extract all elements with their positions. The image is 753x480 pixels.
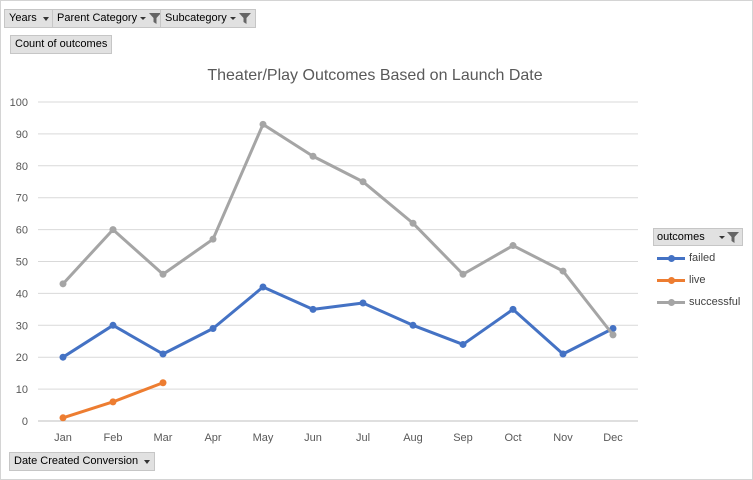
- data-point[interactable]: [509, 242, 517, 250]
- x-tick-label: Dec: [603, 432, 623, 444]
- legend-item-failed[interactable]: failed: [653, 247, 743, 269]
- data-point[interactable]: [559, 350, 567, 358]
- data-point[interactable]: [159, 350, 167, 358]
- data-point[interactable]: [559, 267, 567, 275]
- data-point[interactable]: [459, 340, 467, 348]
- data-point[interactable]: [359, 299, 367, 307]
- value-field-button[interactable]: Count of outcomes: [10, 35, 113, 54]
- data-point[interactable]: [109, 226, 117, 234]
- legend-label: successful: [689, 296, 741, 308]
- x-tick-label: May: [253, 432, 274, 444]
- data-point[interactable]: [109, 321, 117, 329]
- y-axis-ticks: 0 10 20 30 40 50 60 70 80 90 100: [10, 97, 28, 428]
- parent-category-filter-label: Parent Category: [57, 12, 138, 24]
- data-point[interactable]: [609, 331, 617, 339]
- dropdown-caret-icon: [229, 17, 236, 20]
- data-point[interactable]: [359, 178, 367, 186]
- legend-label: failed: [689, 252, 716, 264]
- data-point[interactable]: [209, 324, 217, 332]
- y-tick-label: 0: [22, 416, 28, 428]
- legend-items: failed live successful: [653, 247, 743, 313]
- data-point[interactable]: [109, 398, 117, 406]
- legend-swatch: [657, 253, 685, 263]
- dropdown-caret-icon: [140, 17, 147, 20]
- dropdown-caret-icon: [719, 235, 725, 239]
- y-tick-label: 100: [10, 97, 28, 109]
- y-tick-label: 40: [16, 288, 28, 300]
- axis-field-button[interactable]: Date Created Conversion: [9, 452, 156, 471]
- y-tick-label: 10: [16, 384, 28, 396]
- data-point[interactable]: [59, 280, 67, 288]
- data-point[interactable]: [409, 321, 417, 329]
- filter-funnel-icon: [149, 13, 162, 24]
- gridlines: [38, 101, 638, 422]
- series-line-failed: [61, 285, 615, 359]
- x-tick-label: Jun: [304, 432, 322, 444]
- data-point[interactable]: [259, 283, 267, 291]
- x-tick-label: Aug: [403, 432, 423, 444]
- legend-title: outcomes: [657, 231, 705, 243]
- y-tick-label: 30: [16, 320, 28, 332]
- subcategory-filter-button[interactable]: Subcategory: [160, 9, 256, 28]
- data-point[interactable]: [259, 120, 267, 128]
- data-point[interactable]: [309, 305, 317, 313]
- subcategory-filter-label: Subcategory: [165, 12, 227, 24]
- filter-funnel-icon: [238, 13, 251, 24]
- axis-field-label: Date Created Conversion: [14, 455, 139, 467]
- data-point[interactable]: [159, 379, 167, 387]
- data-point[interactable]: [59, 353, 67, 361]
- data-point[interactable]: [209, 235, 217, 243]
- parent-category-filter-button[interactable]: Parent Category: [52, 9, 167, 28]
- legend-filter-button[interactable]: outcomes: [653, 228, 743, 246]
- legend-swatch: [657, 275, 685, 285]
- data-point[interactable]: [159, 270, 167, 278]
- series-live: [59, 379, 167, 422]
- dropdown-caret-icon: [42, 16, 49, 21]
- x-tick-label: Jul: [356, 432, 370, 444]
- y-tick-label: 80: [16, 161, 28, 173]
- value-field-label: Count of outcomes: [15, 38, 108, 50]
- legend-item-successful[interactable]: successful: [653, 291, 743, 313]
- x-tick-label: Sep: [453, 432, 473, 444]
- legend-swatch: [657, 297, 685, 307]
- legend-item-live[interactable]: live: [653, 269, 743, 291]
- y-tick-label: 20: [16, 352, 28, 364]
- data-point[interactable]: [509, 305, 517, 313]
- filter-funnel-icon: [727, 231, 739, 243]
- legend-label: live: [689, 274, 706, 286]
- chart-title: Theater/Play Outcomes Based on Launch Da…: [207, 67, 542, 84]
- x-axis-ticks: Jan Feb Mar Apr May Jun Jul Aug Sep Oct Nov Dec: [54, 432, 623, 444]
- x-tick-label: Feb: [104, 432, 123, 444]
- series-failed: [59, 283, 617, 361]
- data-point[interactable]: [59, 414, 67, 422]
- years-filter-button[interactable]: Years: [4, 9, 54, 28]
- y-tick-label: 70: [16, 193, 28, 205]
- dropdown-caret-icon: [144, 459, 151, 464]
- y-tick-label: 60: [16, 225, 28, 237]
- x-tick-label: Jan: [54, 432, 72, 444]
- data-point[interactable]: [459, 270, 467, 278]
- series-line-successful: [61, 122, 615, 337]
- legend: outcomes failed live successful: [653, 228, 743, 313]
- years-filter-label: Years: [9, 12, 37, 24]
- x-tick-label: Apr: [204, 432, 221, 444]
- y-tick-label: 90: [16, 129, 28, 141]
- y-tick-label: 50: [16, 257, 28, 269]
- series-lines: [59, 120, 617, 422]
- x-tick-label: Nov: [553, 432, 573, 444]
- x-tick-label: Mar: [154, 432, 173, 444]
- data-point[interactable]: [309, 152, 317, 160]
- x-tick-label: Oct: [504, 432, 521, 444]
- data-point[interactable]: [409, 219, 417, 227]
- series-successful: [59, 120, 617, 339]
